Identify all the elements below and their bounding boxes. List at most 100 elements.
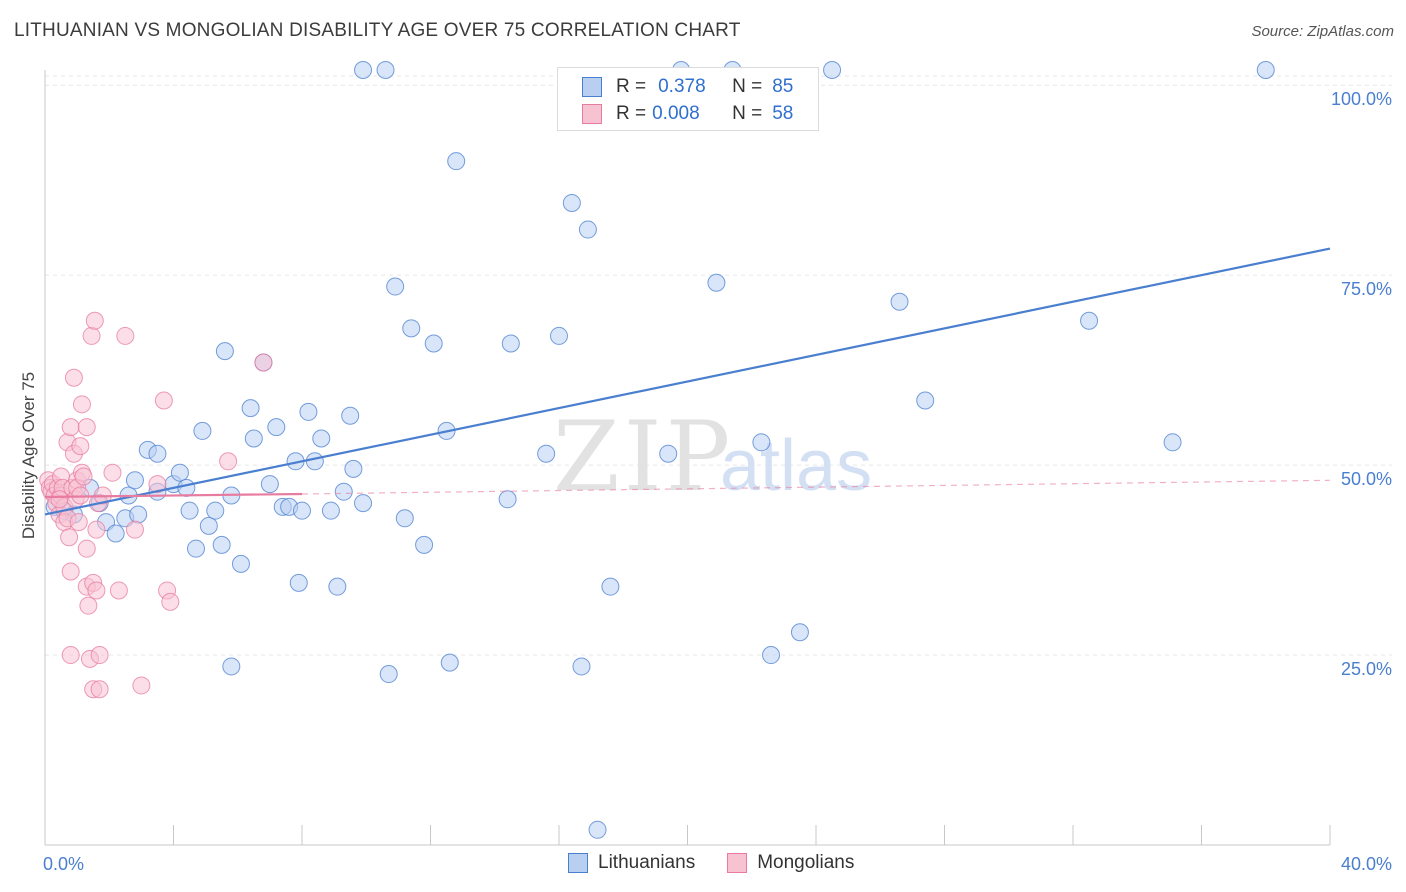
data-point xyxy=(916,391,935,410)
data-point xyxy=(386,277,405,296)
data-point xyxy=(85,311,104,330)
data-point xyxy=(379,665,398,684)
series-legend-mongolians: Mongolians xyxy=(727,852,854,874)
data-point xyxy=(90,646,109,665)
data-point xyxy=(402,319,421,338)
data-point xyxy=(69,513,88,532)
series-label-mongolians: Mongolians xyxy=(757,852,855,873)
series-label-lithuanians: Lithuanians xyxy=(598,852,696,873)
data-point xyxy=(328,577,347,596)
data-point xyxy=(241,399,260,418)
data-point xyxy=(60,528,79,547)
data-point xyxy=(890,292,909,311)
data-point xyxy=(752,433,771,452)
data-point xyxy=(267,418,286,437)
data-point xyxy=(222,657,241,676)
data-point xyxy=(376,61,395,79)
data-point xyxy=(132,676,151,695)
data-point xyxy=(659,444,678,463)
data-point xyxy=(293,501,311,520)
data-point xyxy=(79,596,98,615)
data-point xyxy=(537,444,556,463)
data-point xyxy=(588,820,607,839)
data-point xyxy=(244,429,263,448)
data-point xyxy=(177,478,196,497)
data-point xyxy=(1256,61,1275,79)
y-tick-label: 50.0% xyxy=(1341,469,1392,489)
data-point xyxy=(125,520,144,539)
chart-source: Source: ZipAtlas.com xyxy=(1251,23,1394,40)
series-legend-lithuanians: Lithuanians xyxy=(568,852,695,874)
data-point xyxy=(106,524,125,543)
data-point xyxy=(87,520,106,539)
data-point xyxy=(186,539,205,558)
legend-r-label: R = xyxy=(616,76,647,97)
data-point xyxy=(170,463,189,482)
data-point xyxy=(1163,433,1182,452)
data-point xyxy=(180,501,199,520)
legend-row-lithuanians: R = 0.378 N = 85 xyxy=(582,74,793,100)
series-swatch-lithuanians xyxy=(568,853,588,873)
series-swatch-mongolians xyxy=(727,853,748,873)
data-point xyxy=(199,516,218,535)
data-point xyxy=(215,342,234,361)
data-point xyxy=(562,193,581,212)
legend-n-value: 85 xyxy=(772,76,794,97)
data-point xyxy=(77,418,96,437)
watermark-zip: ZIP xyxy=(553,401,734,513)
data-point xyxy=(299,402,318,421)
data-point xyxy=(305,452,324,471)
data-point xyxy=(440,653,459,672)
data-point xyxy=(116,326,135,345)
data-point xyxy=(61,562,80,581)
data-point xyxy=(129,505,148,524)
data-point xyxy=(90,680,109,699)
data-point xyxy=(125,471,144,490)
series-legend: Lithuanians Mongolians xyxy=(568,852,886,874)
data-point xyxy=(109,581,128,600)
legend-row-mongolians: R = 0.008 N = 58 xyxy=(582,101,793,127)
legend-n-value: 58 xyxy=(772,103,794,124)
data-point xyxy=(707,273,726,292)
data-point xyxy=(790,623,809,642)
y-axis-title: Disability Age Over 75 xyxy=(19,372,38,539)
legend-r-value: 0.378 xyxy=(658,76,706,97)
legend-swatch-lithuanians xyxy=(582,77,602,97)
data-point xyxy=(103,463,122,482)
legend-n-label: N = xyxy=(732,76,763,97)
data-point xyxy=(354,494,373,513)
data-point xyxy=(321,501,340,520)
data-point xyxy=(87,581,106,600)
data-point xyxy=(71,437,90,456)
data-point xyxy=(447,152,466,171)
axes xyxy=(44,70,1331,846)
stats-legend: R = 0.378 N = 85 R = 0.008 N = 58 xyxy=(557,67,819,131)
legend-r-value: 0.008 xyxy=(652,103,700,124)
data-point xyxy=(254,353,273,372)
data-point xyxy=(572,657,591,676)
data-point xyxy=(550,326,568,345)
y-tick-label: 75.0% xyxy=(1341,279,1392,299)
data-point xyxy=(395,509,414,528)
data-point xyxy=(148,475,167,494)
legend-r-label: R = xyxy=(616,103,647,124)
x-tick-label: 40.0% xyxy=(1341,854,1392,874)
legend-swatch-mongolians xyxy=(582,104,602,124)
data-point xyxy=(72,395,91,414)
data-point xyxy=(154,391,173,410)
data-point xyxy=(260,475,279,494)
watermark: ZIP atlas xyxy=(553,401,872,513)
chart-title: LITHUANIAN VS MONGOLIAN DISABILITY AGE O… xyxy=(14,20,741,41)
data-point xyxy=(501,334,520,353)
data-point xyxy=(148,444,167,463)
trend-line xyxy=(44,247,1331,516)
data-point xyxy=(161,592,180,611)
data-point xyxy=(312,429,331,448)
axis-labels: 25.0% 50.0% 75.0% 100.0% 0.0% 40.0% Disability… xyxy=(19,89,1392,874)
data-point xyxy=(289,573,308,592)
data-point xyxy=(82,326,101,345)
data-point xyxy=(61,646,80,665)
data-point xyxy=(498,490,517,509)
trend-line xyxy=(44,492,303,499)
